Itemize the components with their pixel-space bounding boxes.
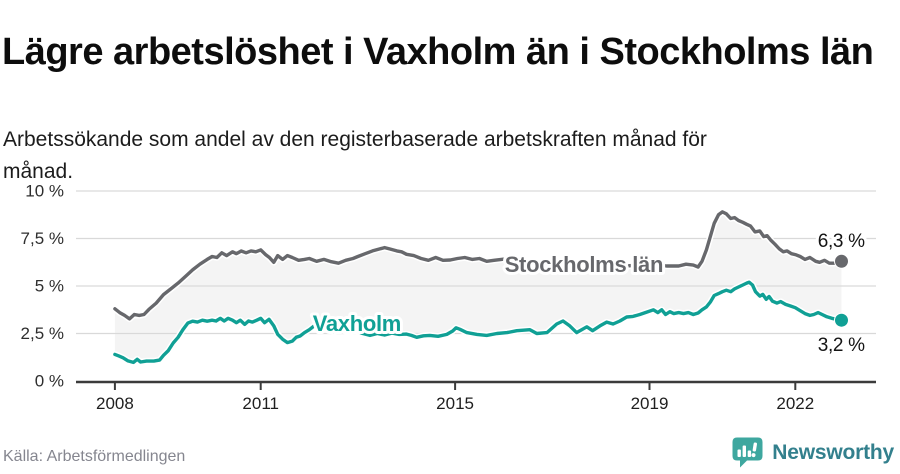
- bar-glyphs: [737, 442, 758, 458]
- x-tick-label: 2022: [776, 394, 814, 413]
- x-tick-label: 2019: [631, 394, 669, 413]
- x-tick-label: 2011: [242, 394, 279, 413]
- source-note: Källa: Arbetsförmedlingen: [3, 448, 186, 465]
- newsworthy-logo: Newsworthy: [731, 437, 894, 468]
- chart-annotation: Stockholms län: [505, 252, 663, 277]
- brand-wordmark: Newsworthy: [772, 440, 894, 464]
- series-line-vaxholm: [113, 280, 844, 365]
- y-tick-label: 5 %: [35, 277, 64, 296]
- page-title: Lägre arbetslöshet i Vaxholm än i Stockh…: [2, 31, 874, 74]
- chart-annotation: 6,3 %: [818, 231, 865, 252]
- y-tick-label: 7,5 %: [21, 229, 64, 248]
- speech-bubble-bar-chart-icon: [732, 437, 763, 468]
- x-tick-label: 2008: [96, 394, 134, 413]
- y-tick-label: 0 %: [35, 372, 64, 391]
- unemployment-line-chart: 2008 2011 2015 2019 2022 0 % 2,5 % 5 % 7,5 % 10 %…: [21, 182, 876, 413]
- chart-annotation: Vaxholm: [313, 311, 401, 336]
- bubble-shape: [732, 437, 763, 468]
- chart-subtitle: Arbetssökande som andel av den registerb…: [3, 128, 707, 183]
- series-line-stockholms-län: [113, 210, 844, 321]
- end-dot-stockholms-län: [834, 253, 849, 269]
- x-tick-label: 2015: [436, 394, 474, 413]
- chart-annotation: 3,2 %: [818, 335, 865, 356]
- between-series-area: [114, 211, 842, 363]
- end-dot-vaxholm: [834, 312, 849, 328]
- y-tick-label: 2,5 %: [21, 324, 64, 343]
- y-tick-label: 10 %: [25, 182, 64, 201]
